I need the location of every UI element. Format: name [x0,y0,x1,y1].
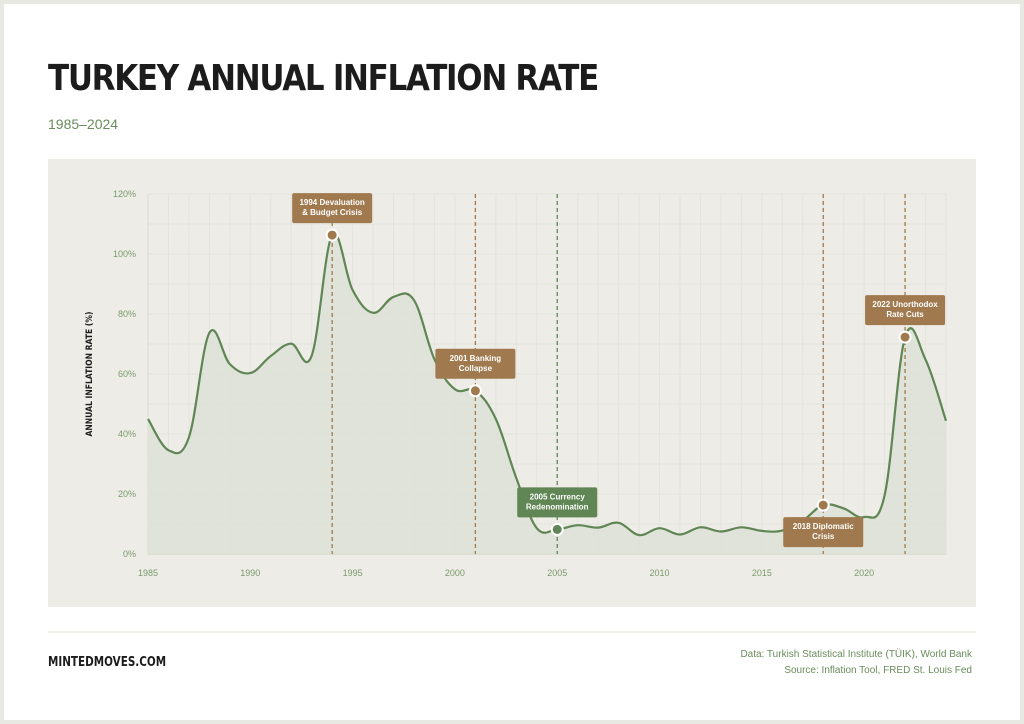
x-tick-label: 2020 [854,568,874,578]
y-tick-label: 60% [118,369,136,379]
annotation-box [517,487,598,518]
y-tick-label: 120% [113,189,136,199]
x-tick-label: 2015 [752,568,772,578]
annotation-point [816,498,830,512]
annotation-point [550,522,564,536]
page: TURKEY ANNUAL INFLATION RATE 1985–2024 0… [4,4,1020,720]
area-fill [148,233,946,555]
y-tick-label: 0% [123,549,136,559]
annotation-label: 1994 Devaluation& Budget Crisis [292,193,373,224]
y-tick-label: 80% [118,309,136,319]
x-tick-label: 2000 [445,568,465,578]
annotation-point [325,228,339,242]
data-source: Data: Turkish Statistical Institute (TÜI… [740,649,972,660]
x-tick-label: 1990 [240,568,260,578]
annotation-text: & Budget Crisis [302,208,363,217]
x-tick-label: 2005 [547,568,567,578]
x-tick-label: 1995 [343,568,363,578]
annotation-text: Collapse [459,364,493,373]
annotation-text: Redenomination [526,502,589,511]
x-tick-label: 1985 [138,568,158,578]
annotation-text: 2018 Diplomatic [793,522,854,531]
annotation-box [435,348,516,379]
source-credit: Source: Inflation Tool, FRED St. Louis F… [784,665,972,676]
annotation-point [898,330,912,344]
annotation-point [468,384,482,398]
annotation-text: 2022 Unorthodox [872,300,938,309]
annotation-text: Rate Cuts [886,310,924,319]
annotation-box [292,193,373,224]
y-tick-label: 20% [118,489,136,499]
annotation-text: 2005 Currency [530,492,586,501]
annotation-box [783,517,864,548]
y-tick-label: 40% [118,429,136,439]
inflation-chart: 0% 20% 40% 60% 80% 100% 120% 1985 1990 1995 2000 20… [85,189,948,578]
page-subtitle: 1985–2024 [48,116,119,132]
brand-logo: MINTEDMOVES.COM [48,655,167,670]
annotation-text: 2001 Banking [450,354,502,363]
y-tick-label: 100% [113,249,136,259]
x-tick-label: 2010 [650,568,670,578]
annotation-text: 1994 Devaluation [299,198,364,207]
chart-area: 0% 20% 40% 60% 80% 100% 120% 1985 1990 1995 2000 20… [48,159,976,607]
divider [48,631,976,633]
annotation-box [865,295,946,326]
y-axis-label: ANNUAL INFLATION RATE (%) [85,312,95,437]
annotation-text: Crisis [812,532,835,541]
page-title: TURKEY ANNUAL INFLATION RATE [48,58,599,99]
